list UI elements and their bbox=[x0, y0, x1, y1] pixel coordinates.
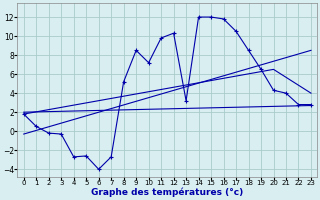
X-axis label: Graphe des températures (°c): Graphe des températures (°c) bbox=[91, 188, 244, 197]
